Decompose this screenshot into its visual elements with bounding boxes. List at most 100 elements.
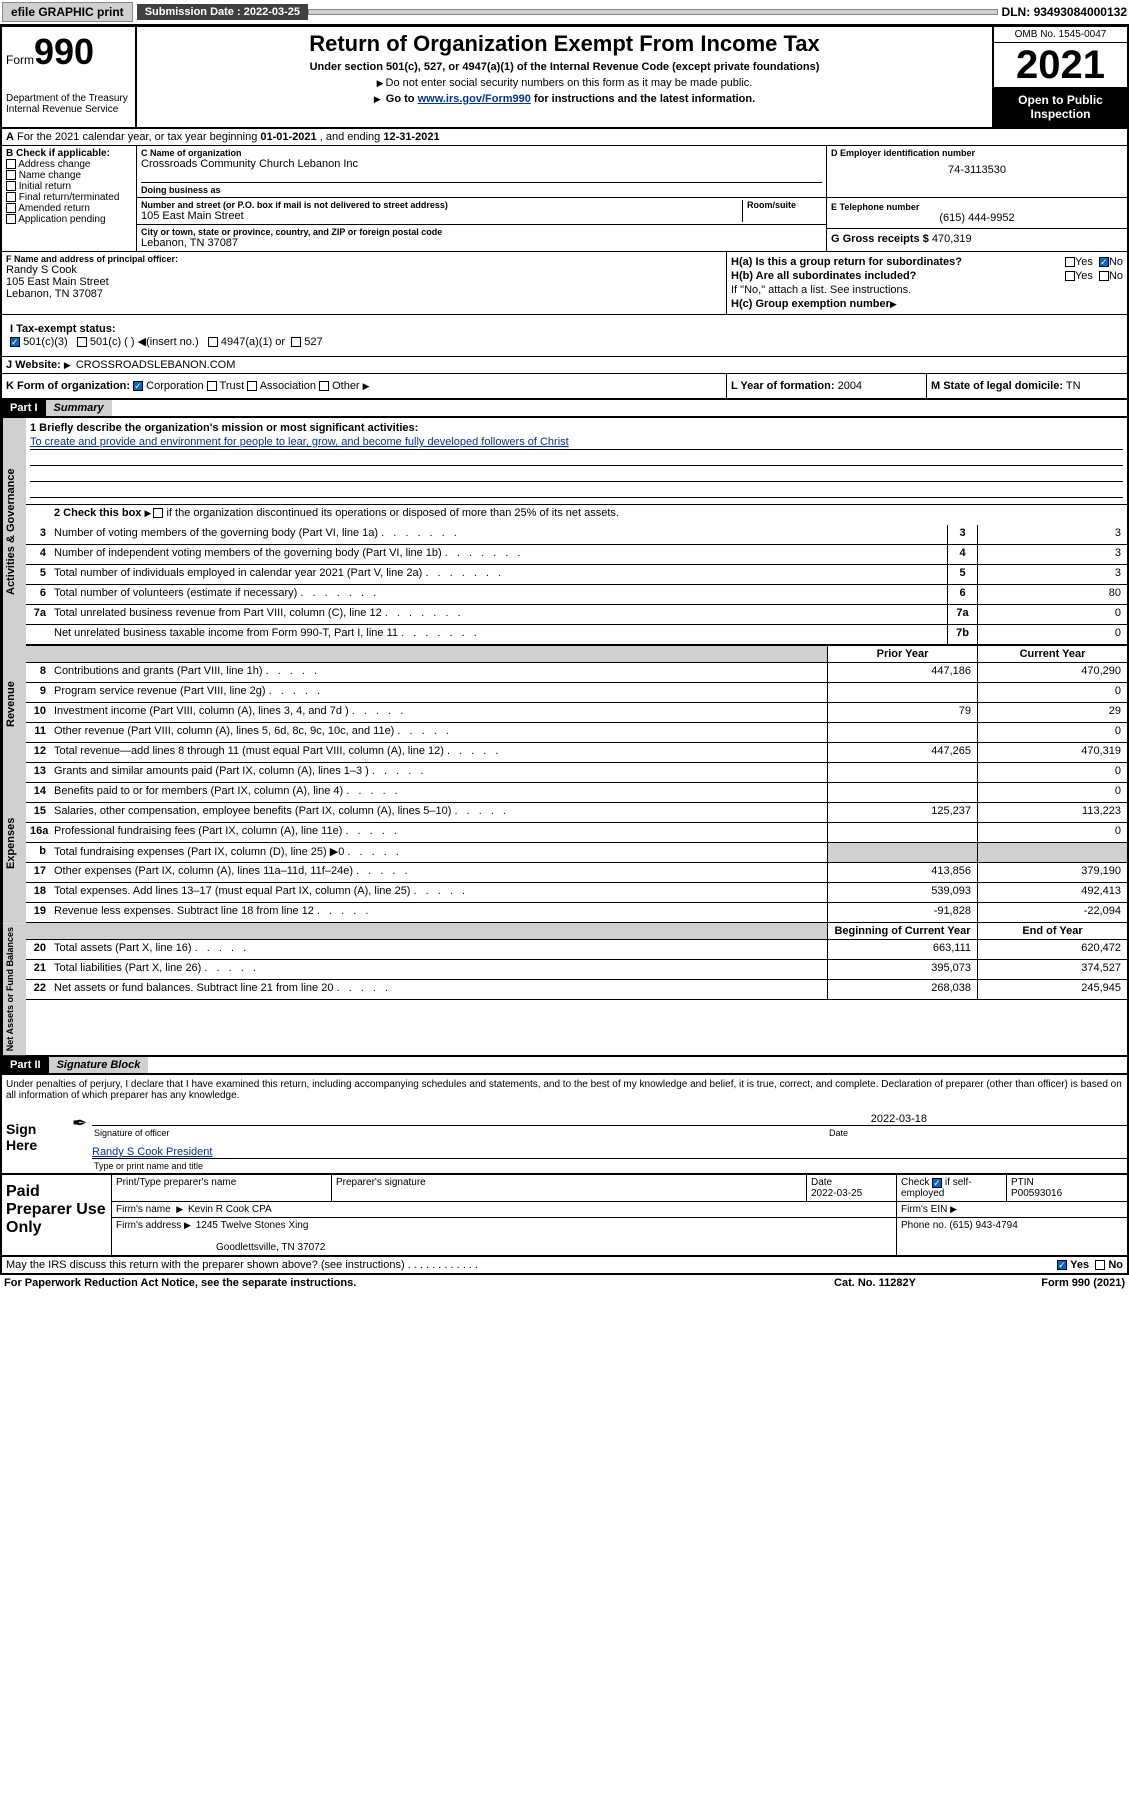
header-mid: Return of Organization Exempt From Incom… — [137, 27, 992, 127]
b-checkbox[interactable] — [6, 214, 16, 224]
prior-year-header: Prior Year — [827, 646, 977, 662]
ha-yes-checkbox[interactable] — [1065, 257, 1075, 267]
col-b-checkboxes: B Check if applicable: Address change Na… — [2, 146, 137, 251]
hb-no-checkbox[interactable] — [1099, 271, 1109, 281]
k-checkbox[interactable] — [133, 381, 143, 391]
summary-governance: Activities & Governance 1 Briefly descri… — [2, 418, 1127, 645]
vtab-net-assets: Net Assets or Fund Balances — [2, 923, 26, 1055]
discuss-yes-checkbox[interactable] — [1057, 1260, 1067, 1270]
form-container: Form 990 Department of the Treasury Inte… — [0, 25, 1129, 1275]
inspection-badge: Open to Public Inspection — [994, 87, 1127, 127]
summary-line: 11Other revenue (Part VIII, column (A), … — [26, 723, 1127, 743]
b-checkbox[interactable] — [6, 181, 16, 191]
form-number: 990 — [34, 31, 94, 73]
summary-line: 15Salaries, other compensation, employee… — [26, 803, 1127, 823]
summary-line: 5Total number of individuals employed in… — [26, 565, 1127, 585]
form-subtitle-3: Go to www.irs.gov/Form990 for instructio… — [145, 93, 984, 105]
b-checkbox[interactable] — [6, 159, 16, 169]
summary-line: 22Net assets or fund balances. Subtract … — [26, 980, 1127, 1000]
vtab-expenses: Expenses — [2, 763, 26, 923]
b-checkbox[interactable] — [6, 170, 16, 180]
summary-line: 9Program service revenue (Part VIII, lin… — [26, 683, 1127, 703]
org-name-box: C Name of organization Crossroads Commun… — [137, 146, 827, 197]
form-subtitle-1: Under section 501(c), 527, or 4947(a)(1)… — [145, 61, 984, 73]
end-year-header: End of Year — [977, 923, 1127, 939]
sign-here-row: Sign Here ✒ 2022-03-18 Signature of offi… — [2, 1113, 1127, 1173]
summary-line: 12Total revenue—add lines 8 through 11 (… — [26, 743, 1127, 763]
col-m-state: M State of legal domicile: TN — [927, 374, 1127, 398]
row-a-tax-year: A For the 2021 calendar year, or tax yea… — [2, 129, 1127, 146]
527-checkbox[interactable] — [291, 337, 301, 347]
summary-line: 10Investment income (Part VIII, column (… — [26, 703, 1127, 723]
address-box: Number and street (or P.O. box if mail i… — [137, 198, 827, 251]
summary-line: 16aProfessional fundraising fees (Part I… — [26, 823, 1127, 843]
4947-checkbox[interactable] — [208, 337, 218, 347]
summary-line: Net unrelated business taxable income fr… — [26, 625, 1127, 645]
ein-box: D Employer identification number 74-3113… — [827, 146, 1127, 197]
summary-line: 21Total liabilities (Part X, line 26) . … — [26, 960, 1127, 980]
topbar: efile GRAPHIC print Submission Date : 20… — [0, 0, 1129, 25]
summary-revenue: Revenue Prior Year Current Year 8Contrib… — [2, 645, 1127, 763]
col-f-officer: F Name and address of principal officer:… — [2, 252, 727, 314]
discuss-row: May the IRS discuss this return with the… — [2, 1257, 1127, 1273]
sign-arrow-icon: ✒ — [72, 1113, 92, 1173]
mission-block: 1 Briefly describe the organization's mi… — [26, 418, 1127, 505]
summary-line: bTotal fundraising expenses (Part IX, co… — [26, 843, 1127, 863]
omb-number: OMB No. 1545-0047 — [994, 27, 1127, 43]
form-title: Return of Organization Exempt From Incom… — [145, 31, 984, 57]
501c3-checkbox[interactable] — [10, 337, 20, 347]
summary-line: 7aTotal unrelated business revenue from … — [26, 605, 1127, 625]
page-footer: For Paperwork Reduction Act Notice, see … — [0, 1275, 1129, 1291]
summary-line: 14Benefits paid to or for members (Part … — [26, 783, 1127, 803]
summary-line: 19Revenue less expenses. Subtract line 1… — [26, 903, 1127, 923]
col-h-group: H(a) Is this a group return for subordin… — [727, 252, 1127, 314]
section-bcd: B Check if applicable: Address change Na… — [2, 146, 1127, 252]
summary-line: 6Total number of volunteers (estimate if… — [26, 585, 1127, 605]
k-checkbox[interactable] — [319, 381, 329, 391]
summary-line: 17Other expenses (Part IX, column (A), l… — [26, 863, 1127, 883]
begin-year-header: Beginning of Current Year — [827, 923, 977, 939]
part-2-header: Part IISignature Block — [2, 1057, 1127, 1075]
ha-no-checkbox[interactable] — [1099, 257, 1109, 267]
department: Department of the Treasury Internal Reve… — [6, 93, 131, 115]
current-year-header: Current Year — [977, 646, 1127, 662]
col-k-form-org: K Form of organization: Corporation Trus… — [2, 374, 727, 398]
header-left: Form 990 Department of the Treasury Inte… — [2, 27, 137, 127]
summary-line: 4Number of independent voting members of… — [26, 545, 1127, 565]
section-ij: I Tax-exempt status: 501(c)(3) 501(c) ( … — [2, 315, 1127, 357]
submission-date: Submission Date : 2022-03-25 — [137, 4, 308, 20]
k-checkbox[interactable] — [247, 381, 257, 391]
section-j-website: J Website: CROSSROADSLEBANON.COM — [2, 357, 1127, 374]
summary-expenses: Expenses 13Grants and similar amounts pa… — [2, 763, 1127, 923]
501c-checkbox[interactable] — [77, 337, 87, 347]
paid-preparer-label: Paid Preparer Use Only — [2, 1175, 112, 1255]
topbar-blank — [308, 9, 998, 15]
form-word: Form — [6, 53, 34, 67]
summary-line: 18Total expenses. Add lines 13–17 (must … — [26, 883, 1127, 903]
self-employed-checkbox[interactable] — [932, 1178, 942, 1188]
part-1-header: Part ISummary — [2, 400, 1127, 418]
vtab-governance: Activities & Governance — [2, 418, 26, 645]
b-checkbox[interactable] — [6, 192, 16, 202]
q2-checkbox[interactable] — [153, 508, 163, 518]
form-header: Form 990 Department of the Treasury Inte… — [2, 27, 1127, 129]
discuss-no-checkbox[interactable] — [1095, 1260, 1105, 1270]
tax-year: 2021 — [994, 43, 1127, 87]
b-checkbox[interactable] — [6, 203, 16, 213]
summary-line: 20Total assets (Part X, line 16) . . . .… — [26, 940, 1127, 960]
form-subtitle-2: Do not enter social security numbers on … — [145, 77, 984, 89]
dln: DLN: 93493084000132 — [1002, 5, 1127, 19]
k-checkbox[interactable] — [207, 381, 217, 391]
sign-here-label: Sign Here — [2, 1113, 72, 1173]
vtab-revenue: Revenue — [2, 645, 26, 763]
hb-yes-checkbox[interactable] — [1065, 271, 1075, 281]
phone-gross-box: E Telephone number (615) 444-9952 G Gros… — [827, 198, 1127, 251]
efile-button[interactable]: efile GRAPHIC print — [2, 2, 133, 22]
section-klm: K Form of organization: Corporation Trus… — [2, 374, 1127, 400]
summary-line: 8Contributions and grants (Part VIII, li… — [26, 663, 1127, 683]
summary-net-assets: Net Assets or Fund Balances Beginning of… — [2, 923, 1127, 1057]
header-right: OMB No. 1545-0047 2021 Open to Public In… — [992, 27, 1127, 127]
declaration: Under penalties of perjury, I declare th… — [2, 1075, 1127, 1105]
tax-exempt-status: I Tax-exempt status: 501(c)(3) 501(c) ( … — [6, 319, 723, 352]
irs-link[interactable]: www.irs.gov/Form990 — [418, 93, 531, 105]
